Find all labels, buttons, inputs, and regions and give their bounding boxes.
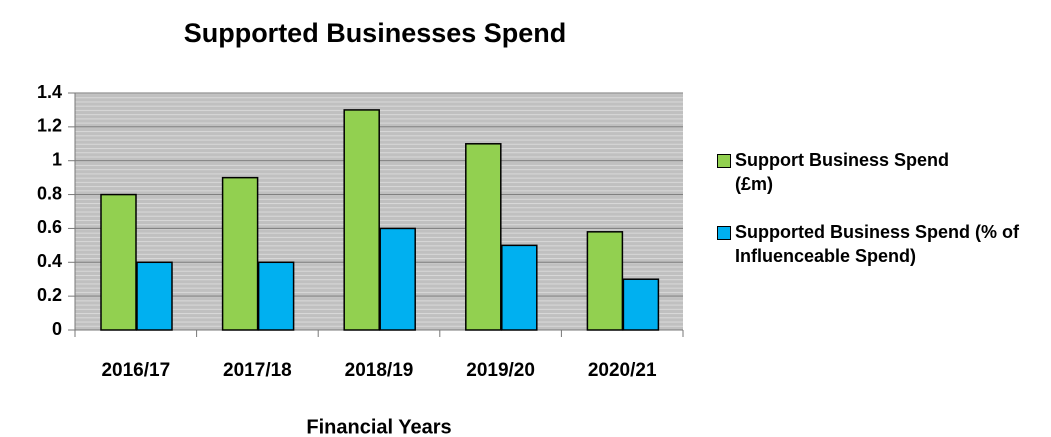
x-tick-label: 2020/21 xyxy=(588,360,657,381)
x-axis-title: Financial Years xyxy=(306,416,451,437)
legend-item: Supported Business Spend (% of Influence… xyxy=(717,220,1051,268)
y-tick-label: 1 xyxy=(52,149,62,169)
y-tick-label: 0.8 xyxy=(37,183,62,203)
bar xyxy=(221,176,259,331)
chart-title: Supported Businesses Spend xyxy=(184,18,567,48)
x-tick-label: 2018/19 xyxy=(345,360,414,381)
bar xyxy=(379,227,416,331)
bar xyxy=(622,278,660,331)
legend-item: Support Business Spend (£m) xyxy=(717,148,1051,196)
bar xyxy=(586,231,624,331)
legend-label: Supported Business Spend (% of Influence… xyxy=(735,222,1020,266)
y-tick-label: 0.6 xyxy=(37,217,62,237)
y-tick-label: 0.2 xyxy=(37,285,62,305)
y-tick-label: 1.2 xyxy=(37,116,62,136)
bar xyxy=(100,193,137,331)
legend-swatch xyxy=(717,226,731,240)
bar xyxy=(343,109,380,331)
y-tick-label: 0.4 xyxy=(37,251,62,271)
bar xyxy=(136,261,173,331)
y-tick-label: 0 xyxy=(52,319,62,339)
x-tick-label: 2017/18 xyxy=(223,360,292,381)
legend-swatch xyxy=(717,154,731,168)
y-tick-label: 1.4 xyxy=(37,82,62,102)
x-tick-label: 2016/17 xyxy=(101,360,170,381)
bar xyxy=(257,261,295,331)
legend-label: Support Business Spend (£m) xyxy=(735,150,950,194)
bar xyxy=(465,143,502,331)
bar xyxy=(501,244,538,331)
x-tick-label: 2019/20 xyxy=(466,360,535,381)
